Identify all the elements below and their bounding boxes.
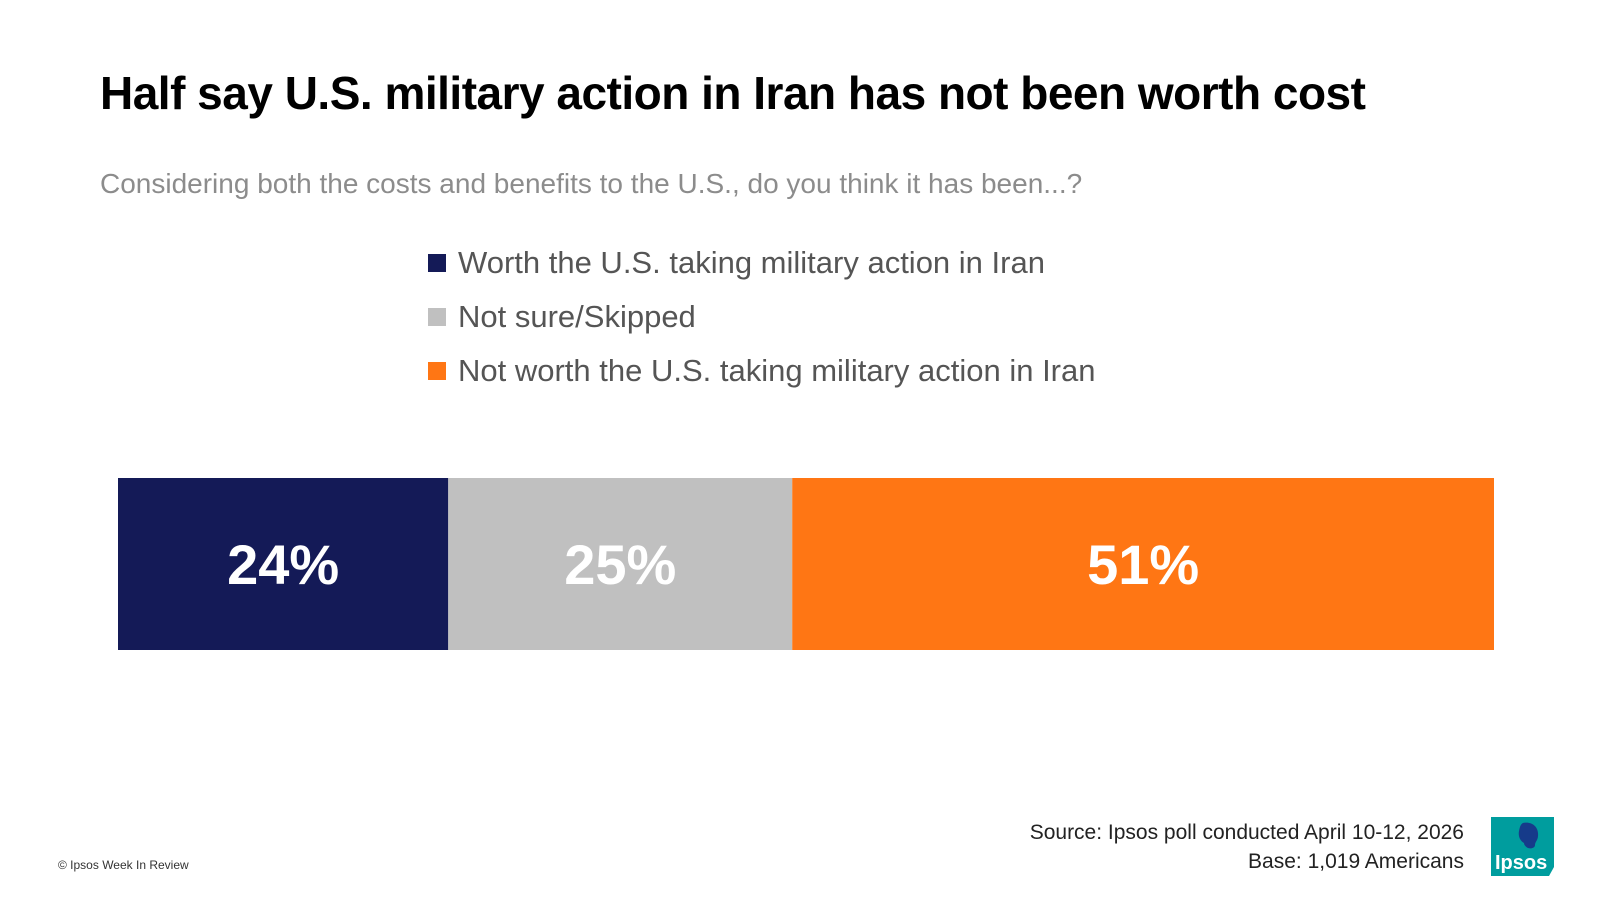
chart-title: Half say U.S. military action in Iran ha… (100, 67, 1366, 119)
base-text: Base: 1,019 Americans (1248, 850, 1464, 873)
segment-not-sure-label: 25% (564, 533, 676, 596)
legend-swatch-not-worth (428, 362, 446, 380)
segment-not-worth-bar (792, 478, 1494, 650)
legend: Worth the U.S. taking military action in… (428, 236, 1095, 398)
source-text: Source: Ipsos poll conducted April 10-12… (1029, 821, 1464, 844)
logo-badge (1491, 817, 1554, 876)
logo-head-silhouette (1518, 822, 1539, 849)
legend-item-not-sure: Not sure/Skipped (428, 290, 1095, 344)
ipsos-logo-icon: Ipsos (1491, 817, 1554, 876)
chart-subtitle: Considering both the costs and benefits … (100, 168, 1083, 199)
segment-worth-label: 24% (227, 533, 339, 596)
legend-swatch-worth (428, 254, 446, 272)
segment-not-sure-bar (448, 478, 793, 650)
legend-swatch-not-sure (428, 308, 446, 326)
segment-not-worth-label: 51% (1087, 533, 1199, 596)
segment-worth-bar (118, 478, 449, 650)
logo-text: Ipsos (1495, 852, 1547, 874)
source-note: Source: Ipsos poll conducted April 10-12… (1030, 818, 1464, 876)
copyright-text: © Ipsos Week In Review (58, 858, 189, 872)
stacked-bar-chart: 24% 25% 51% (118, 478, 1494, 650)
legend-label-not-worth: Not worth the U.S. taking military actio… (458, 353, 1096, 388)
legend-item-not-worth: Not worth the U.S. taking military actio… (428, 344, 1095, 398)
legend-label-worth: Worth the U.S. taking military action in… (458, 245, 1045, 280)
legend-label-not-sure: Not sure/Skipped (458, 299, 696, 334)
legend-item-worth: Worth the U.S. taking military action in… (428, 236, 1095, 290)
